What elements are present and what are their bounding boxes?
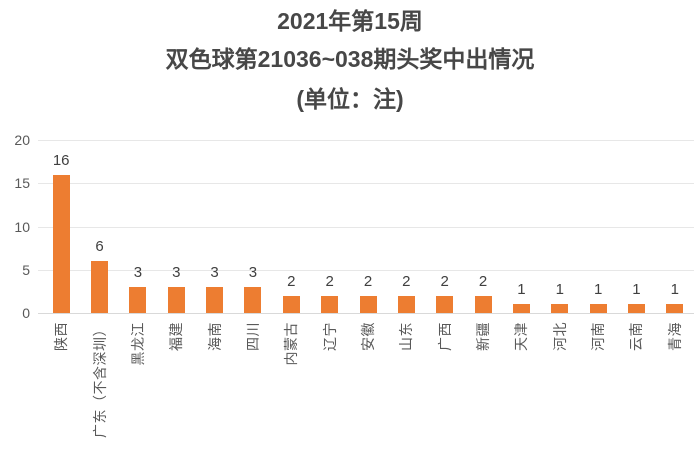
bar-黑龙江 [129,287,147,313]
bar-河南 [589,304,607,313]
x-axis-label-云南: 云南 [628,322,645,351]
value-label-河北: 1 [555,281,564,299]
x-axis-label-天津: 天津 [513,322,530,351]
y-axis-tick-10: 10 [14,218,30,235]
value-label-内蒙古: 2 [287,272,296,290]
bar-新疆 [474,295,492,313]
value-label-河南: 1 [593,281,603,299]
x-axis-label-河北: 河北 [551,322,568,351]
x-axis-label-山东: 山东 [398,322,415,351]
x-axis-label-河南: 河南 [590,322,607,351]
chart-title-main: 双色球第21036~038期头奖中出情况 [165,46,535,72]
value-label-陕西: 16 [52,151,70,169]
x-axis-label-海南: 海南 [206,322,223,351]
value-label-云南: 1 [632,281,641,299]
value-label-海南: 3 [210,264,219,282]
bar-广西 [436,295,454,313]
bar-四川 [244,287,262,313]
value-label-黑龙江: 3 [133,264,143,282]
x-axis-label-内蒙古: 内蒙古 [283,322,300,366]
y-axis-tick-15: 15 [14,175,30,192]
value-label-山东: 2 [402,272,411,290]
bar-河北 [551,304,569,313]
x-axis-label-福建: 福建 [168,322,185,351]
bar-内蒙古 [282,295,300,313]
bar-海南 [206,287,224,313]
x-axis-label-广东（不含深圳）: 广东（不含深圳） [91,322,108,438]
value-label-四川: 3 [248,264,258,282]
bar-陕西 [52,174,70,313]
chart-title: 2021年第15周 双色球第21036~038期头奖中出情况 (单位：注) [0,3,700,120]
value-label-天津: 1 [517,281,526,299]
bar-天津 [512,304,530,313]
bar-青海 [666,304,684,313]
x-axis-label-青海: 青海 [666,322,683,351]
gridline-20 [38,140,694,141]
gridline-0 [38,313,694,314]
bar-辽宁 [321,295,339,313]
x-axis-label-辽宁: 辽宁 [321,322,338,351]
value-label-福建: 3 [172,264,181,282]
y-axis-tick-5: 5 [22,261,30,278]
x-axis-label-安徽: 安徽 [360,322,376,351]
value-label-新疆: 2 [478,272,488,290]
bar-山东 [397,295,415,313]
y-axis-tick-0: 0 [22,305,30,321]
value-label-辽宁: 2 [325,272,334,290]
x-axis-label-广西: 广西 [436,322,453,351]
x-axis-label-黑龙江: 黑龙江 [129,322,146,366]
bar-云南 [627,304,645,313]
chart-title-week: 2021年第15周 [277,8,423,34]
y-axis-tick-20: 20 [14,132,30,148]
bar-安徽 [359,295,377,313]
bar-广东（不含深圳） [91,261,109,313]
gridline-5 [38,269,694,271]
x-axis-label-四川: 四川 [244,322,261,351]
chart-unit-label: (单位：注) [296,86,404,112]
value-label-青海: 1 [670,281,679,299]
value-label-安徽: 2 [363,272,373,290]
x-axis-label-新疆: 新疆 [475,322,492,351]
bar-福建 [167,287,185,313]
gridline-15 [38,183,694,185]
value-label-广西: 2 [440,272,449,290]
value-label-广东（不含深圳）: 6 [95,238,104,256]
x-axis-label-陕西: 陕西 [53,322,70,351]
gridline-10 [38,226,694,228]
